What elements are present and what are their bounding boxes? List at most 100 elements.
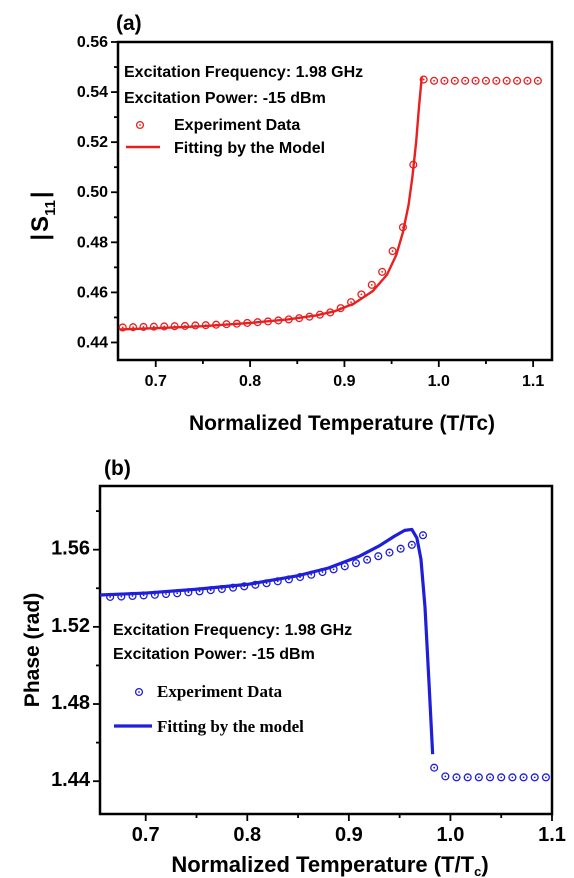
data-point-center xyxy=(142,326,145,328)
data-point-center xyxy=(198,590,201,593)
data-point-center xyxy=(511,776,514,779)
y-tick-label: 0.52 xyxy=(77,134,108,151)
data-point-center xyxy=(120,595,123,598)
y-axis-label-bar: | xyxy=(27,234,54,241)
data-point xyxy=(367,280,376,289)
data-point-center xyxy=(545,776,547,779)
x-axis-label: Normalized Temperature (T/Tc) xyxy=(189,412,495,435)
data-point-center xyxy=(321,571,324,573)
data-point-center xyxy=(187,591,190,594)
x-axis-label-main: Normalized Temperature (T/T xyxy=(171,852,474,877)
y-axis-label: | S11 | xyxy=(27,191,59,240)
legend-label-fit: Fitting by the model xyxy=(157,717,304,736)
data-point-center xyxy=(165,593,167,595)
data-point xyxy=(129,323,138,332)
x-axis-label: Normalized Temperature (T/Tc) xyxy=(171,852,488,878)
data-point-center xyxy=(433,79,435,82)
data-point-center xyxy=(422,534,424,537)
x-tick-label: 0.7 xyxy=(132,824,160,846)
data-point-center xyxy=(377,555,380,558)
data-point-center xyxy=(526,79,529,82)
y-tick-label: 0.56 xyxy=(77,34,108,51)
data-point xyxy=(374,552,383,561)
data-point-center xyxy=(381,270,384,273)
annotation: Excitation Power: -15 dBm xyxy=(124,90,326,107)
data-point xyxy=(463,773,472,782)
legend-marker-experiment xyxy=(134,687,144,697)
x-tick-label: 1.1 xyxy=(538,824,566,846)
data-point-center xyxy=(485,79,487,82)
data-point xyxy=(407,540,416,549)
data-point xyxy=(440,76,449,85)
data-point xyxy=(530,773,539,782)
legend-marker-experiment xyxy=(135,120,145,130)
data-point xyxy=(139,322,148,331)
data-point-center xyxy=(176,592,179,595)
data-point xyxy=(149,322,158,331)
data-point-center xyxy=(370,283,373,286)
data-point-center xyxy=(410,543,413,546)
data-point-center xyxy=(500,776,503,779)
data-point xyxy=(396,544,405,553)
data-point xyxy=(471,76,480,85)
y-tick-label: 1.44 xyxy=(51,769,91,791)
data-point xyxy=(474,773,483,782)
data-point-center xyxy=(422,78,425,81)
data-point xyxy=(502,76,511,85)
legend-marker-experiment-center xyxy=(139,124,141,126)
y-tick-label: 0.48 xyxy=(77,234,108,251)
data-point-center xyxy=(209,589,212,592)
data-point xyxy=(523,76,532,85)
legend-label-fit: Fitting by the Model xyxy=(174,140,325,157)
data-point xyxy=(378,267,387,276)
data-point-center xyxy=(220,588,223,590)
data-point-center xyxy=(533,776,536,779)
data-point xyxy=(430,76,439,85)
data-point-center xyxy=(443,79,446,82)
panel-label: (b) xyxy=(104,457,131,480)
data-point xyxy=(363,555,372,564)
data-point-center xyxy=(121,326,124,329)
y-tick-label: 0.46 xyxy=(77,284,108,301)
legend: Experiment Data Fitting by the Model xyxy=(126,117,325,157)
legend-label-experiment: Experiment Data xyxy=(157,682,283,701)
x-tick-label: 1.1 xyxy=(522,373,544,390)
data-point xyxy=(450,76,459,85)
data-point-center xyxy=(350,301,352,304)
x-tick-label: 1.0 xyxy=(428,373,450,390)
data-point xyxy=(497,773,506,782)
y-tick-label: 1.56 xyxy=(51,538,90,560)
data-point-center xyxy=(109,596,112,598)
chart-panel-a: 0.7 0.8 0.9 1.0 1.1 0.44 0.46 0.48 0.50 0.52 0.54 0… xyxy=(27,12,554,435)
data-point xyxy=(418,531,428,540)
data-point xyxy=(485,773,495,782)
data-point xyxy=(492,76,501,85)
data-point xyxy=(419,75,428,84)
y-tick-label: 0.54 xyxy=(77,84,108,101)
y-axis-label: Phase (rad) xyxy=(21,593,44,707)
data-point-center xyxy=(489,776,491,779)
y-tick-label: 1.48 xyxy=(51,692,90,714)
x-tick-label: 0.8 xyxy=(233,824,261,846)
data-point-center xyxy=(444,775,447,778)
data-point-center xyxy=(366,558,369,561)
data-point-center xyxy=(516,79,518,82)
y-axis-label-sub: 11 xyxy=(42,200,59,216)
data-point-center xyxy=(132,326,134,329)
data-point-center xyxy=(464,79,467,82)
x-axis-label-sub: c xyxy=(474,864,481,878)
data-point-center xyxy=(495,79,498,82)
data-point-center xyxy=(131,595,134,597)
data-point xyxy=(441,772,450,781)
data-point-center xyxy=(536,79,539,82)
data-point-center xyxy=(343,565,346,568)
data-point-center xyxy=(477,776,480,779)
x-tick-label: 1.0 xyxy=(437,824,465,846)
data-point xyxy=(385,548,394,557)
data-point xyxy=(351,559,361,568)
data-point-center xyxy=(142,594,145,597)
series-line-fit xyxy=(99,527,435,755)
data-point-center xyxy=(505,79,508,82)
y-tick-label: 0.50 xyxy=(77,184,108,201)
